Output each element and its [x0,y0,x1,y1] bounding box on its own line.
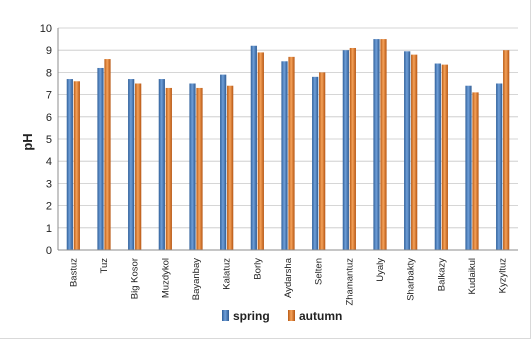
y-tick-label: 6 [46,112,52,124]
bar-spring-zhamantuz [342,50,349,251]
bar-spring-uyaly [373,39,380,250]
x-tick-label: Sharbakty [406,258,417,301]
bar-spring-bayanbay [189,83,196,250]
bar-spring-selten [312,76,319,250]
bar-autumn-sharbakty [411,54,418,250]
bar-spring-bastuz [66,79,73,250]
bar-autumn-balkazy [441,64,448,250]
bar-autumn-kudaikul [472,92,479,250]
bar-spring-muzdykol [158,79,165,250]
bar-autumn-borly [257,52,264,250]
x-tick-label: Muzdykol [160,258,171,298]
x-tick-label: Bastuz [68,258,79,287]
legend-swatch-autumn [288,310,295,321]
bar-spring-big-kosor [128,79,135,250]
bar-autumn-uyaly [380,39,387,250]
x-tick-label: Selten [314,258,325,285]
y-tick-label: 9 [46,45,52,57]
bar-autumn-zhamantuz [349,47,356,251]
x-tick-label: Borly [252,258,263,280]
bar-autumn-muzdykol [165,87,172,250]
bar-spring-kyzyltuz [496,83,503,250]
gridlines [58,27,518,229]
bar-spring-balkazy [434,63,441,250]
bar-autumn-kalatuz [227,85,234,250]
bar-spring-kalatuz [220,74,227,251]
bar-spring-sharbakty [404,51,411,251]
bar-autumn-kyzyltuz [503,50,510,251]
bar-autumn-tuz [104,59,111,250]
y-tick-labels: 0 1 2 3 4 5 6 7 8 9 10 [40,23,52,257]
legend-label-spring: spring [233,309,270,323]
bar-spring-borly [250,45,257,251]
bar-autumn-bayanbay [196,87,203,250]
bar-spring-tuz [97,67,104,251]
bar-autumn-aydarsha [288,56,295,250]
y-tick-label: 5 [46,134,52,146]
bar-autumn-big-kosor [135,83,142,250]
bar-autumn-selten [319,72,326,251]
bar-spring-kudaikul [465,85,472,250]
legend-label-autumn: autumn [299,309,342,323]
bar-spring-aydarsha [281,61,288,250]
y-axis-label: pH [20,133,35,150]
x-tick-label: Aydarsha [283,257,294,298]
y-tick-label: 10 [40,23,52,35]
y-tick-label: 7 [46,90,52,102]
x-tick-label: Tuz [99,258,110,274]
y-tick-label: 4 [46,156,52,168]
x-tick-label: Kyzyltuz [498,258,509,294]
bars [66,39,510,251]
x-tick-label: Zhamantuz [344,258,355,306]
legend-swatch-spring [222,310,229,321]
x-tick-label: Bayanbay [191,258,202,301]
legend: spring autumn [222,309,342,323]
x-tick-label: Kudaikul [467,258,478,294]
x-tick-label: Kalatuz [222,258,233,290]
axes [57,28,518,251]
y-tick-label: 8 [46,67,52,79]
y-tick-label: 1 [46,223,52,235]
bar-autumn-bastuz [73,81,80,250]
x-tick-label: Uyaly [375,258,386,282]
y-tick-label: 2 [46,201,52,213]
x-tick-label: Balkazy [436,258,447,292]
x-tick-label: Big Kosor [130,258,141,299]
x-tick-labels: Bastuz Tuz Big Kosor Muzdykol Bayanbay Kalatu… [68,257,508,305]
y-tick-label: 3 [46,178,52,190]
y-tick-label: 0 [46,245,52,257]
